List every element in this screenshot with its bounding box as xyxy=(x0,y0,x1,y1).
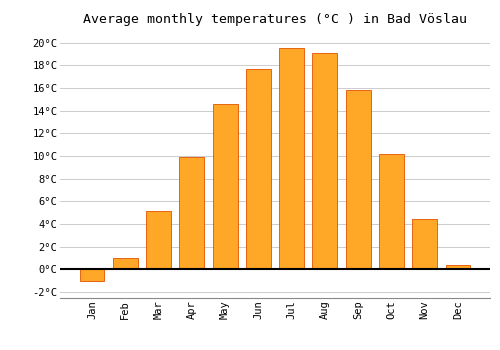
Bar xyxy=(113,258,138,269)
Bar xyxy=(412,219,437,269)
Bar xyxy=(80,269,104,280)
Bar xyxy=(246,69,271,269)
Title: Average monthly temperatures (°C ) in Bad Vöslau: Average monthly temperatures (°C ) in Ba… xyxy=(83,13,467,26)
Bar xyxy=(180,157,204,269)
Bar xyxy=(346,90,370,269)
Bar xyxy=(312,53,338,269)
Bar xyxy=(446,265,470,269)
Bar xyxy=(279,49,304,269)
Bar xyxy=(379,154,404,269)
Bar xyxy=(212,104,238,269)
Bar xyxy=(146,211,171,269)
